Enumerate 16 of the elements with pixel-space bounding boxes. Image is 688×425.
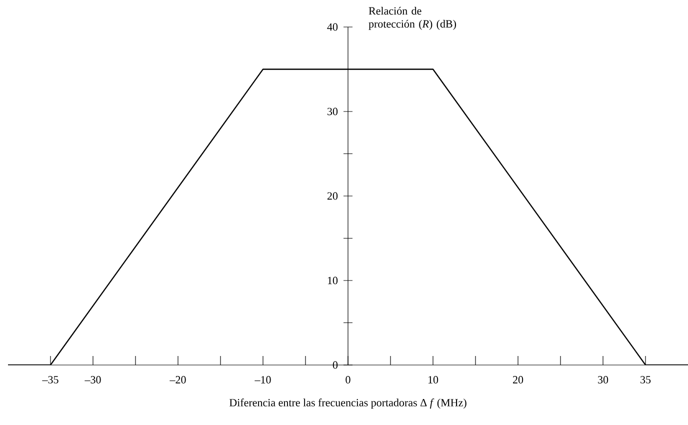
y-tick-label: 30	[328, 108, 338, 116]
y-axis-title: Relación de protección (R) (dB)	[368, 6, 456, 30]
y-tick-label: 0	[332, 361, 338, 369]
x-tick-label: –20	[170, 376, 186, 384]
x-tick-label: –10	[254, 376, 271, 384]
x-tick-label: 0	[346, 376, 350, 384]
x-tick-label: –35	[42, 376, 58, 384]
y-tick-label: 10	[328, 276, 338, 284]
y-tick-label: 40	[327, 23, 338, 31]
x-tick-label: –30	[84, 376, 101, 384]
y-tick-label: 20	[327, 192, 338, 200]
x-tick-label: 35	[640, 376, 651, 384]
x-tick-label: 30	[598, 376, 608, 384]
x-tick-label: 10	[428, 376, 438, 384]
x-axis-title: Diferencia entre las frecuencias portadoras Δ f (MHz)	[229, 398, 466, 409]
x-tick-label: 20	[512, 376, 524, 384]
